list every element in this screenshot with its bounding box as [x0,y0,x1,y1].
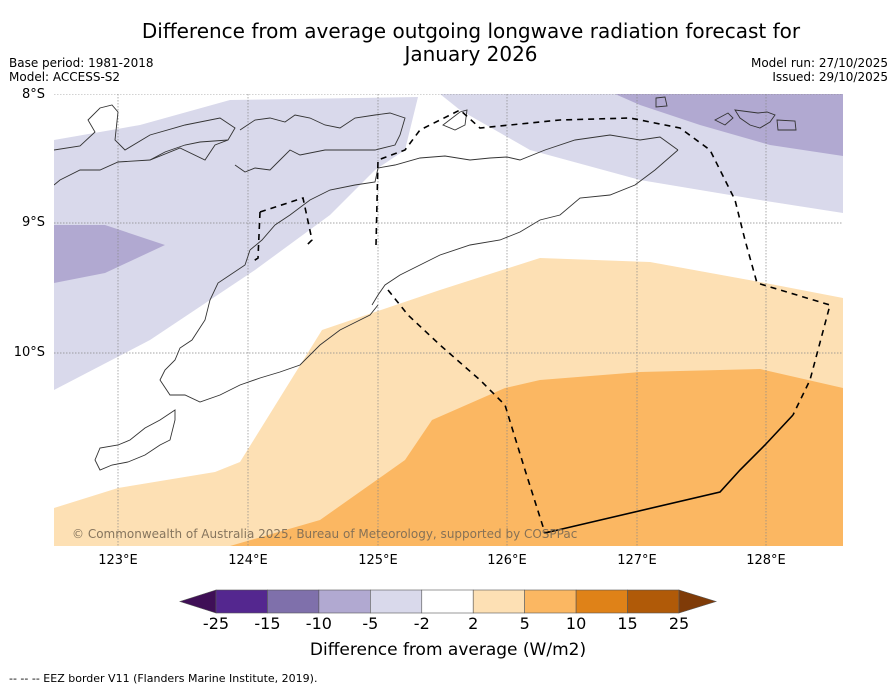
meta-right: Model run: 27/10/2025 Issued: 29/10/2025 [751,56,888,84]
coast-flores-strip [54,104,236,186]
colorbar-tick-label: -5 [362,614,379,633]
coast-wetar-islands [655,96,797,131]
coast-timor-north [249,134,679,251]
coast-islands-north [149,112,406,173]
lon-label-125e: 125°E [358,553,398,568]
lat-label-8s: 8°S [21,87,45,102]
colorbar-tick-label: 10 [565,614,587,633]
meta-left: Base period: 1981-2018 Model: ACCESS-S2 [9,56,154,84]
colorbar-bin [575,589,628,614]
lon-label-127e: 127°E [617,553,657,568]
colorbar-tick-label: -2 [413,614,430,633]
lat-label-10s: 10°S [13,345,45,360]
lon-label-123e: 123°E [98,553,138,568]
colorbar-bin [267,589,320,614]
colorbar-bin [472,589,525,614]
colorbar-bin [627,589,680,614]
contour-fill-neg5-neg10-east [615,94,843,156]
issued-date: Issued: 29/10/2025 [772,70,888,84]
coast-timor-south [371,149,679,306]
colorbar-bin [370,589,423,614]
eez-border [251,109,831,534]
colorbar-bin [524,589,577,614]
colorbar-tick-label: 5 [519,614,530,633]
model-name: Model: ACCESS-S2 [9,70,121,84]
colorbar-bin [215,589,268,614]
colorbar-label: Difference from average (W/m2) [309,640,587,660]
colorbar-tick-label: 15 [617,614,638,633]
contour-fill-neg2-neg5-west [54,97,418,390]
colorbar-tick-label: -25 [202,614,230,633]
colorbar-extend-high [678,589,718,614]
colorbar-bin [421,589,474,614]
coastlines [54,96,797,471]
gridlines [54,94,843,546]
coast-timor-west [159,249,379,403]
copyright-notice: © Commonwealth of Australia 2025, Bureau… [72,527,578,541]
base-period: Base period: 1981-2018 [9,56,154,70]
model-run: Model run: 27/10/2025 [750,56,888,70]
lon-label-128e: 128°E [746,553,786,568]
lon-label-124e: 124°E [228,553,268,568]
colorbar-bin [318,589,371,614]
colorbar-tick-label: 25 [668,614,690,633]
title-line-1: Difference from average outgoing longwav… [141,19,801,43]
coast-rote [94,409,176,471]
colorbar-tick-label: 2 [468,614,479,633]
eez-footnote: -- -- -- EEZ border V11 (Flanders Marine… [9,672,318,685]
colorbar-tick-label: -10 [305,614,332,633]
contour-fill-5-10 [230,369,843,546]
colorbar-extend-low [179,589,217,614]
colorbar-tick-label: -15 [254,614,281,633]
lat-label-9s: 9°S [21,215,45,230]
lon-label-126e: 126°E [487,553,527,568]
chart-title: Difference from average outgoing longwav… [0,20,896,66]
contour-fill-neg5-neg10-west [54,225,165,283]
title-line-2: January 2026 [404,42,538,66]
coast-atauro [442,109,468,131]
